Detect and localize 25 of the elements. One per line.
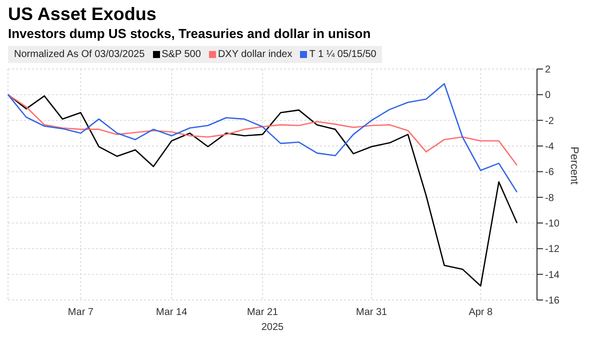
line-series (7, 83, 518, 193)
y-tick-label: -8 (545, 192, 554, 204)
y-tick-label: -10 (545, 218, 560, 230)
y-tick-label: -12 (545, 244, 560, 256)
x-tick-label: Mar 7 (68, 307, 94, 318)
x-tick-label: Apr 8 (468, 307, 494, 318)
x-tick-label: Mar 21 (246, 307, 278, 318)
chart-title: US Asset Exodus (8, 4, 156, 25)
legend-label: T 1 ¼ 05/15/50 (308, 49, 376, 60)
y-tick-label: 2 (545, 64, 551, 76)
y-tick-label: 0 (545, 90, 551, 102)
legend-title: Normalized As Of 03/03/2025 (14, 49, 145, 60)
y-axis-title: Percent (568, 146, 580, 184)
legend-label: DXY dollar index (216, 49, 292, 60)
legend-label: S&P 500 (160, 49, 201, 60)
x-tick-label: Mar 31 (356, 307, 388, 318)
y-tick-label: -14 (545, 270, 560, 281)
y-tick-label: -4 (545, 142, 554, 153)
x-tick-label: Mar 14 (156, 307, 188, 318)
x-axis-title: 2025 (261, 322, 284, 333)
chart-subtitle: Investors dump US stocks, Treasuries and dollar in unison (8, 26, 371, 41)
y-tick-label: -2 (545, 116, 554, 127)
line-series (7, 94, 518, 166)
y-tick-label: -16 (545, 296, 560, 307)
y-tick-label: -6 (545, 167, 554, 178)
